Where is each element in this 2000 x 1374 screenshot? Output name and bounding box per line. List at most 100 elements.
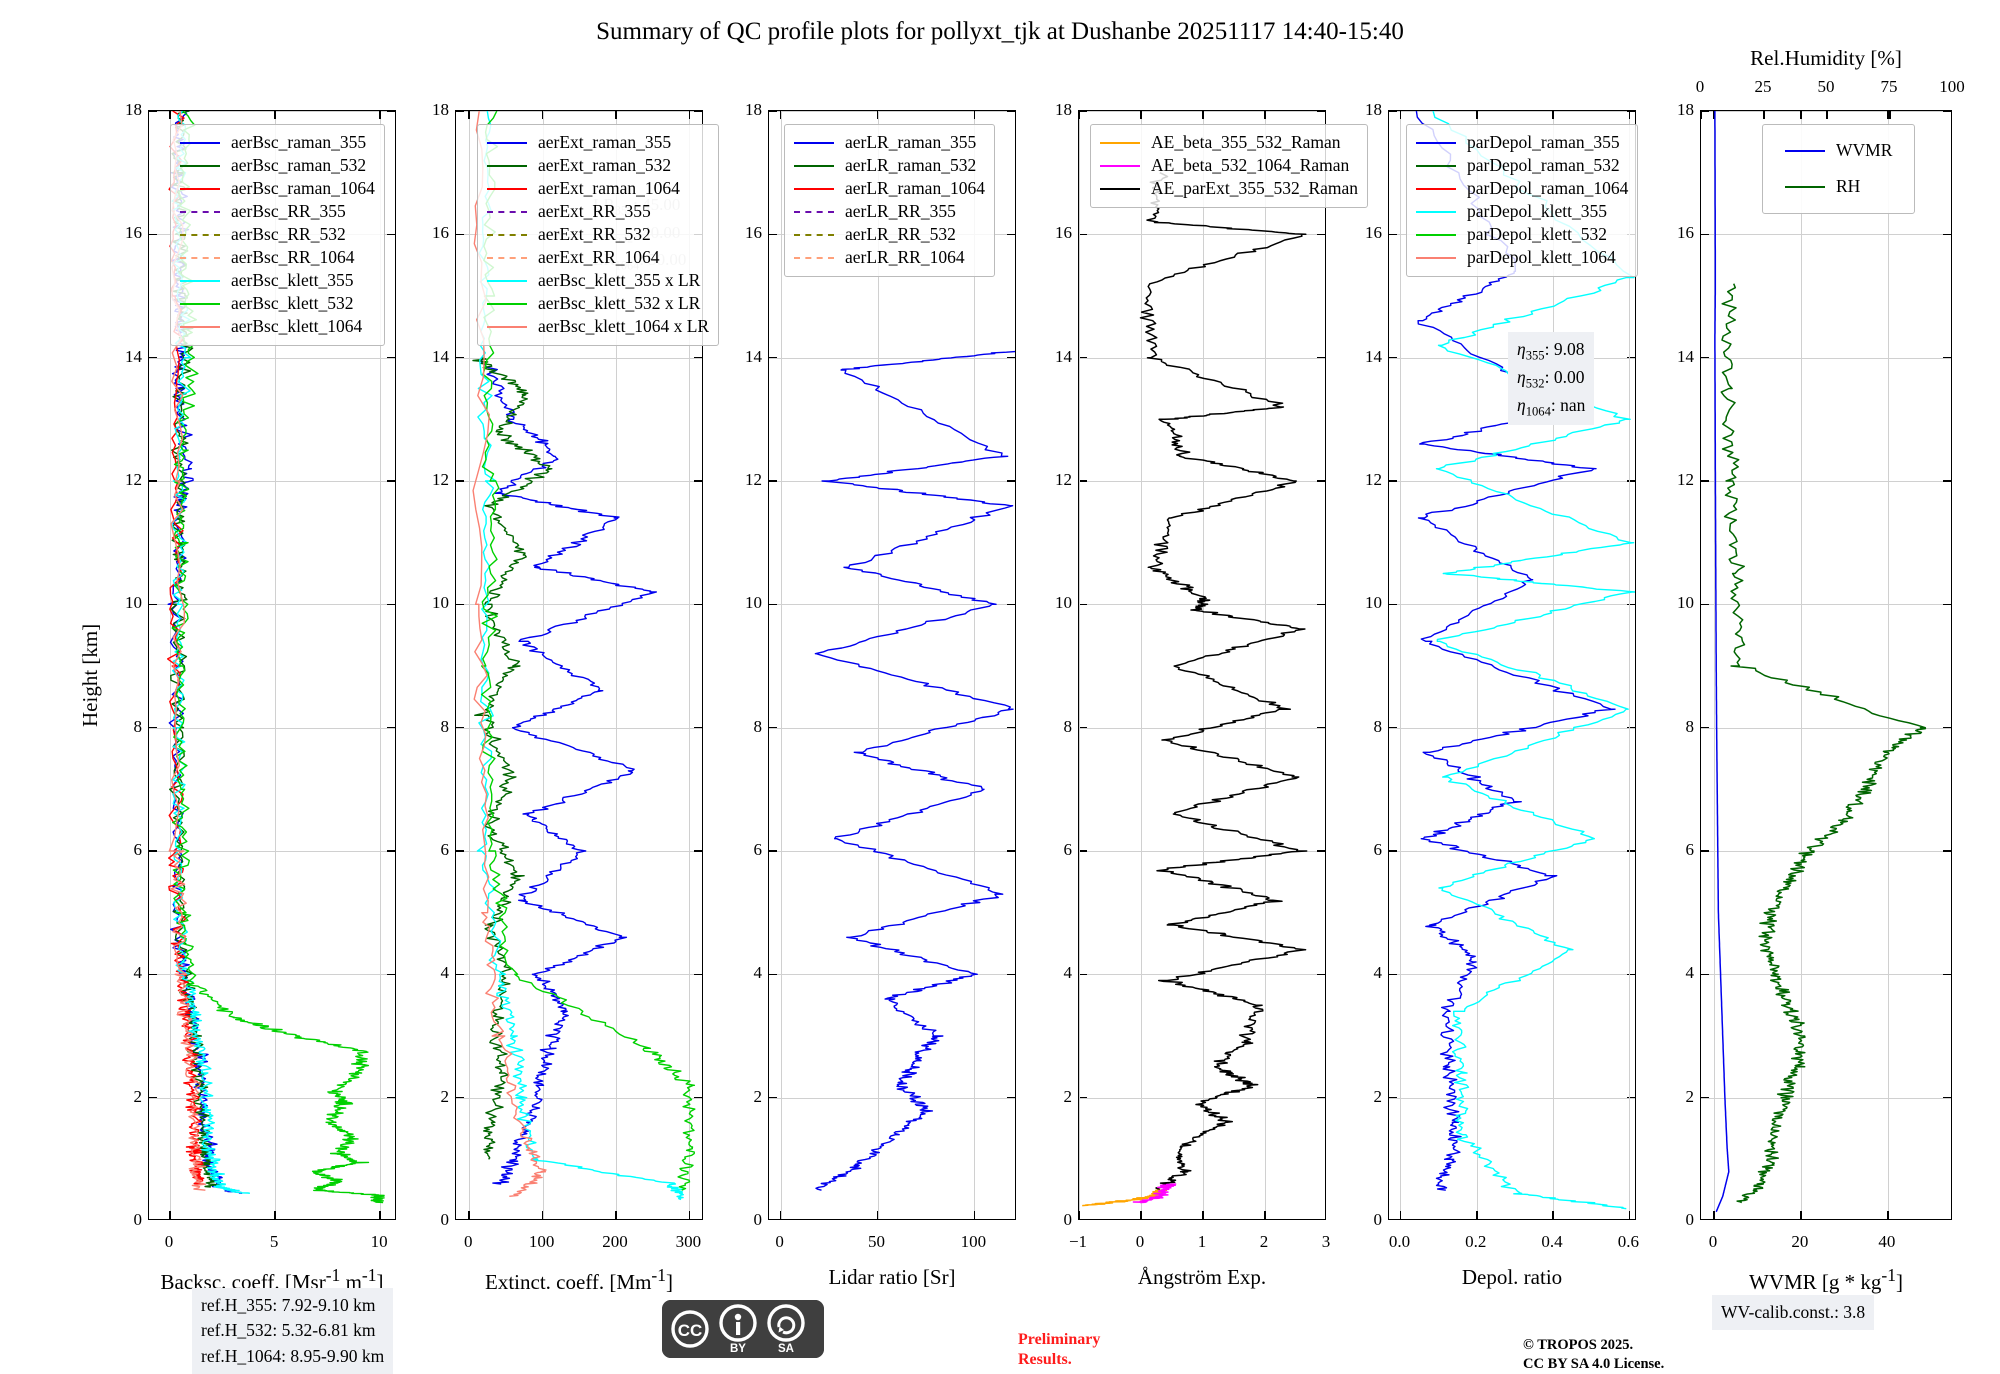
gridline-horizontal bbox=[456, 111, 702, 112]
legend-item[interactable]: aerBsc_RR_532 bbox=[180, 223, 375, 246]
x-tick-label: −1 bbox=[1068, 1232, 1088, 1251]
y-tick-label: 2 bbox=[1685, 1086, 1695, 1106]
legend-item[interactable]: aerBsc_klett_1064 bbox=[180, 315, 375, 338]
legend-wvmr[interactable]: WVMR RH bbox=[1762, 124, 1916, 214]
legend-item[interactable]: aerBsc_klett_355 x LR bbox=[487, 269, 709, 292]
legend-item[interactable]: aerLR_raman_532 bbox=[794, 154, 985, 177]
gridline-vertical bbox=[1714, 111, 1716, 1219]
legend-item[interactable]: aerLR_RR_1064 bbox=[794, 246, 985, 269]
legend-item[interactable]: WVMR bbox=[1785, 133, 1892, 169]
legend-item[interactable]: aerExt_raman_532 bbox=[487, 154, 709, 177]
legend-swatch bbox=[180, 256, 220, 259]
y-tick bbox=[1389, 111, 1397, 112]
legend-item[interactable]: aerExt_raman_355 bbox=[487, 131, 709, 154]
plot-area-depolarization[interactable] bbox=[1388, 110, 1636, 1220]
legend-label: aerExt_raman_355 bbox=[538, 131, 672, 152]
legend-item[interactable]: aerBsc_klett_355 bbox=[180, 269, 375, 292]
legend-item[interactable]: aerBsc_klett_1064 x LR bbox=[487, 315, 709, 338]
legend-angstrom[interactable]: AE_beta_355_532_Raman AE_beta_532_1064_Ra… bbox=[1090, 124, 1369, 208]
legend-item[interactable]: AE_beta_355_532_Raman bbox=[1100, 131, 1358, 154]
legend-item[interactable]: aerLR_raman_355 bbox=[794, 131, 985, 154]
gridline-vertical bbox=[1400, 111, 1402, 1219]
gridline-vertical bbox=[974, 111, 976, 1219]
y-tick bbox=[1943, 233, 1951, 236]
legend-item[interactable]: aerLR_RR_532 bbox=[794, 223, 985, 246]
gridline-vertical bbox=[542, 111, 544, 1219]
legend-item[interactable]: aerBsc_RR_355 bbox=[180, 200, 375, 223]
y-tick bbox=[1943, 480, 1951, 482]
legend-swatch bbox=[1416, 141, 1456, 144]
legend-item[interactable]: AE_parExt_355_532_Raman bbox=[1100, 177, 1358, 200]
legend-label: aerExt_raman_532 bbox=[538, 154, 672, 175]
legend-item[interactable]: parDepol_raman_532 bbox=[1416, 154, 1628, 177]
y-tick-label: 18 bbox=[1677, 100, 1694, 119]
y-tick-label: 12 bbox=[1365, 470, 1382, 489]
legend-item[interactable]: parDepol_raman_1064 bbox=[1416, 177, 1628, 200]
gridline-horizontal bbox=[1389, 481, 1635, 482]
legend-lidar-ratio[interactable]: aerLR_raman_355 aerLR_raman_532 aerLR_rama… bbox=[784, 124, 995, 277]
series-aerBsc_klett_532 x LR bbox=[480, 111, 696, 1191]
x-tick-label: 10 bbox=[370, 1232, 388, 1251]
legend-label: aerLR_raman_1064 bbox=[845, 177, 985, 198]
plot-area-lidar-ratio[interactable] bbox=[768, 110, 1016, 1220]
legend-item[interactable]: aerBsc_raman_532 bbox=[180, 154, 375, 177]
legend-item[interactable]: parDepol_raman_355 bbox=[1416, 131, 1628, 154]
svg-text:SA: SA bbox=[778, 1343, 794, 1355]
legend-item[interactable]: parDepol_klett_532 bbox=[1416, 223, 1628, 246]
y-tick bbox=[1079, 233, 1087, 236]
gridline-horizontal bbox=[769, 111, 1015, 112]
y-tick bbox=[769, 973, 777, 976]
legend-item[interactable]: aerExt_RR_1064 bbox=[487, 246, 709, 269]
ref-height-line: ref.H_532: 5.32-6.81 km bbox=[201, 1320, 376, 1341]
gridline-horizontal bbox=[149, 727, 395, 729]
legend-item[interactable]: aerLR_RR_355 bbox=[794, 200, 985, 223]
legend-backscatter[interactable]: aerBsc_raman_355 aerBsc_raman_532 aerBsc_r… bbox=[170, 124, 385, 346]
legend-label: aerLR_RR_532 bbox=[845, 223, 956, 244]
legend-item[interactable]: aerExt_raman_1064 bbox=[487, 177, 709, 200]
plot-area-wvmr[interactable] bbox=[1700, 110, 1952, 1220]
y-tick bbox=[694, 480, 702, 482]
legend-item[interactable]: parDepol_klett_355 bbox=[1416, 200, 1628, 223]
legend-item[interactable]: aerBsc_klett_532 x LR bbox=[487, 292, 709, 315]
legend-item[interactable]: parDepol_klett_1064 bbox=[1416, 246, 1628, 269]
gridline-vertical bbox=[615, 111, 617, 1219]
legend-item[interactable]: aerExt_RR_355 bbox=[487, 200, 709, 223]
y-tick-label: 18 bbox=[125, 100, 142, 119]
y-tick-label: 10 bbox=[1055, 593, 1072, 613]
y-tick-label: 14 bbox=[1055, 346, 1072, 366]
x-tick-label: 300 bbox=[675, 1232, 702, 1251]
legend-label: aerBsc_RR_1064 bbox=[231, 246, 355, 267]
top-x-tick bbox=[1826, 111, 1828, 119]
y-tick-label: 18 bbox=[432, 100, 449, 119]
y-tick bbox=[694, 726, 702, 729]
series-aerBsc_klett_355 x LR bbox=[476, 111, 684, 1201]
gridline-horizontal bbox=[769, 727, 1015, 729]
y-tick-label: 6 bbox=[1685, 840, 1695, 859]
ref-height-line: ref.H_1064: 8.95-9.90 km bbox=[201, 1345, 385, 1366]
legend-item[interactable]: aerBsc_raman_1064 bbox=[180, 177, 375, 200]
legend-item[interactable]: aerBsc_raman_355 bbox=[180, 131, 375, 154]
y-tick bbox=[1701, 480, 1709, 482]
x-tick-label: 0.4 bbox=[1541, 1232, 1563, 1251]
legend-item[interactable]: aerExt_RR_532 bbox=[487, 223, 709, 246]
legend-depolarization[interactable]: parDepol_raman_355 parDepol_raman_532 parD… bbox=[1406, 124, 1639, 277]
legend-item[interactable]: AE_beta_532_1064_Raman bbox=[1100, 154, 1358, 177]
legend-item[interactable]: aerBsc_klett_532 bbox=[180, 292, 375, 315]
y-tick bbox=[1701, 356, 1709, 359]
plot-area-angstrom[interactable] bbox=[1078, 110, 1326, 1220]
legend-item[interactable]: RH bbox=[1785, 169, 1892, 205]
gridline-vertical bbox=[1476, 111, 1478, 1219]
legend-extinction[interactable]: aerExt_raman_355 aerExt_raman_532 aerExt_r… bbox=[477, 124, 720, 346]
y-tick bbox=[1079, 726, 1087, 729]
x-tick bbox=[468, 1211, 470, 1219]
series-AE_parExt_355_532_Raman bbox=[1139, 172, 1308, 1191]
legend-label: aerExt_raman_1064 bbox=[538, 177, 680, 198]
y-tick bbox=[1701, 603, 1709, 606]
y-tick-label: 16 bbox=[1365, 223, 1382, 243]
x-tick bbox=[1552, 111, 1554, 119]
data-traces-lidar-ratio bbox=[814, 350, 1015, 1191]
x-tick bbox=[779, 111, 782, 119]
x-tick bbox=[1552, 1211, 1554, 1219]
legend-item[interactable]: aerLR_raman_1064 bbox=[794, 177, 985, 200]
legend-item[interactable]: aerBsc_RR_1064 bbox=[180, 246, 375, 269]
